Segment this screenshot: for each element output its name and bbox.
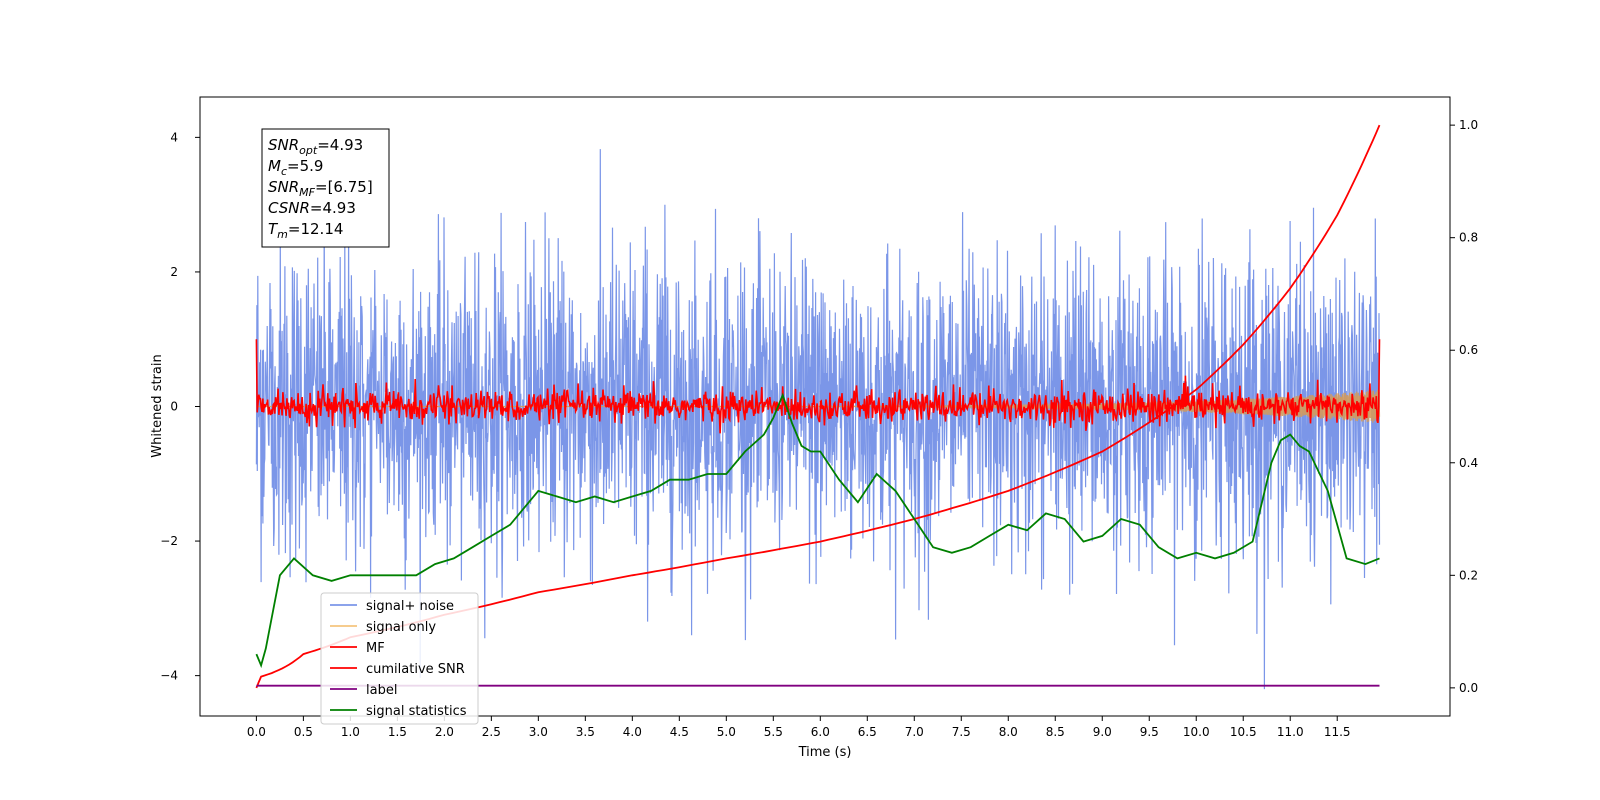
x-tick-label: 7.0 <box>905 725 924 739</box>
x-tick-label: 6.0 <box>811 725 830 739</box>
x-tick-label: 10.5 <box>1230 725 1257 739</box>
mf-line <box>255 339 1381 434</box>
y-axis-left: −4 −2 0 2 4 <box>160 130 200 683</box>
y2-tick-label: 0.8 <box>1459 231 1478 245</box>
x-tick-label: 5.5 <box>764 725 783 739</box>
x-tick-label: 2.0 <box>435 725 454 739</box>
signal-noise-line <box>255 149 1381 690</box>
annotation-frame <box>261 128 390 248</box>
annotation-line: Tm=12.14 <box>268 220 343 241</box>
annotation-line: Mc=5.9 <box>268 157 323 178</box>
x-axis-label: Time (s) <box>798 745 852 760</box>
x-tick-label: 1.5 <box>388 725 407 739</box>
annotation-line: SNRMF=[6.75] <box>268 178 373 199</box>
legend-label: signal statistics <box>366 704 467 719</box>
y2-tick-label: 1.0 <box>1459 118 1478 132</box>
x-tick-label: 8.0 <box>999 725 1018 739</box>
x-tick-label: 1.0 <box>341 725 360 739</box>
x-tick-label: 3.5 <box>576 725 595 739</box>
x-tick-label: 6.5 <box>858 725 877 739</box>
x-tick-label: 11.5 <box>1324 725 1351 739</box>
series-mf <box>255 339 1381 434</box>
legend-label: signal+ noise <box>366 599 454 614</box>
x-tick-label: 0.5 <box>294 725 313 739</box>
series-signal-noise <box>255 149 1381 690</box>
legend-frame <box>320 592 479 725</box>
annotation-line: SNRopt=4.93 <box>268 136 363 157</box>
legend-label: label <box>366 683 397 698</box>
legend-item: signal statistics <box>330 704 467 719</box>
y-axis-label: Whitened strain <box>150 354 165 457</box>
x-tick-label: 8.5 <box>1046 725 1065 739</box>
annotation-line: CSNR=4.93 <box>268 199 356 217</box>
x-tick-label: 10.0 <box>1183 725 1210 739</box>
y-tick-label: 4 <box>170 130 178 144</box>
y2-tick-label: 0.0 <box>1459 681 1478 695</box>
y2-tick-label: 0.4 <box>1459 456 1478 470</box>
x-axis: 0.0 0.5 1.0 1.5 2.0 2.5 3.0 3.5 4.0 4.5 5.0 5.5 6.0 6… <box>247 716 1351 739</box>
legend-item: cumilative SNR <box>330 662 465 677</box>
x-tick-label: 9.0 <box>1093 725 1112 739</box>
legend-label: MF <box>366 641 385 656</box>
legend-label: cumilative SNR <box>366 662 465 677</box>
signal-statistics-line <box>255 392 1380 669</box>
legend-item: MF <box>330 641 385 656</box>
x-tick-label: 9.5 <box>1140 725 1159 739</box>
legend-item: signal only <box>330 620 436 635</box>
legend-item: label <box>330 683 397 698</box>
y2-tick-label: 0.2 <box>1459 568 1478 582</box>
y-tick-label: 2 <box>170 265 178 279</box>
x-tick-label: 2.5 <box>482 725 501 739</box>
x-tick-label: 7.5 <box>952 725 971 739</box>
x-tick-label: 0.0 <box>247 725 266 739</box>
x-tick-label: 4.5 <box>670 725 689 739</box>
legend-item: signal+ noise <box>330 599 454 614</box>
x-tick-label: 11.0 <box>1277 725 1304 739</box>
x-tick-label: 5.0 <box>717 725 736 739</box>
y-tick-label: 0 <box>170 400 178 414</box>
legend-label: signal only <box>366 620 436 635</box>
y-tick-label: −2 <box>160 534 178 548</box>
y-axis-right: 0.0 0.2 0.4 0.6 0.8 1.0 <box>1450 118 1478 695</box>
x-tick-label: 3.0 <box>529 725 548 739</box>
y-tick-label: −4 <box>160 669 178 683</box>
series-signal-statistics <box>255 392 1380 669</box>
legend: signal+ noise signal only MF cumilative SNR… <box>320 592 479 725</box>
x-tick-label: 4.0 <box>623 725 642 739</box>
y2-tick-label: 0.6 <box>1459 343 1478 357</box>
